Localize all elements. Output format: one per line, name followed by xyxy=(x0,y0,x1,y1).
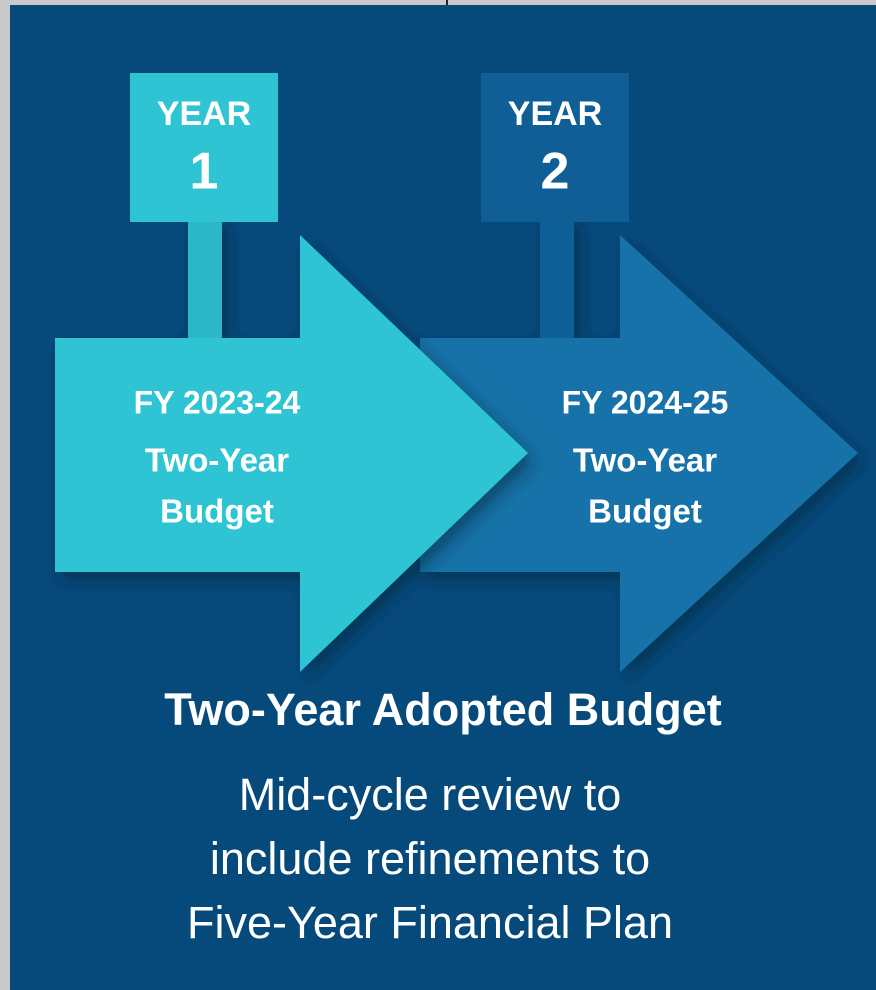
year-box-1 xyxy=(130,73,278,222)
year-label: YEAR xyxy=(508,95,602,133)
title: Two-Year Adopted Budget xyxy=(164,684,722,735)
year-number: 2 xyxy=(541,143,570,201)
description-line: Five-Year Financial Plan xyxy=(187,897,673,948)
description-line: include refinements to xyxy=(210,833,650,884)
fiscal-year: FY 2024-25 xyxy=(562,384,729,420)
description-line: Mid-cycle review to xyxy=(239,769,622,820)
arrow-text: Budget xyxy=(588,493,702,530)
fiscal-year: FY 2023-24 xyxy=(134,384,301,420)
labels: YEAR 1 FY 2023-24 Two-Year Budget YEAR 2 FY 202… xyxy=(134,95,729,948)
year-label: YEAR xyxy=(157,95,251,133)
arrow-text: Two-Year xyxy=(573,442,717,479)
arrow-text: Two-Year xyxy=(145,442,289,479)
year-number: 1 xyxy=(190,143,219,201)
tick xyxy=(446,0,448,5)
arrow-text: Budget xyxy=(160,493,274,530)
year-box-2 xyxy=(481,73,629,222)
arrow-2 xyxy=(420,215,858,672)
arrow-1 xyxy=(55,215,528,672)
